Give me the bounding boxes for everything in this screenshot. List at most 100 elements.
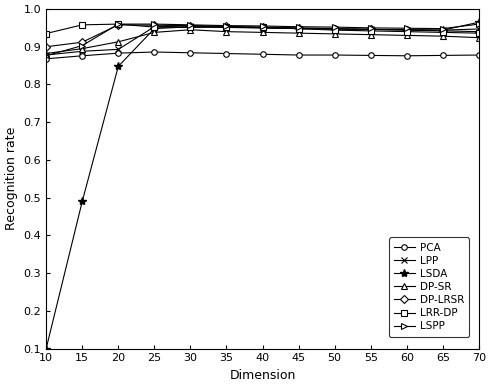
LPP (332, 27, 338, 31)
DP-SR (223, 29, 229, 34)
LSPP (332, 25, 338, 29)
LSDA (151, 26, 157, 31)
DP-SR (332, 32, 338, 36)
LPP (440, 28, 446, 33)
DP-SR (115, 39, 121, 44)
LPP (223, 25, 229, 29)
LPP (79, 49, 85, 53)
DP-LRSR (151, 23, 157, 27)
LSDA (404, 27, 410, 32)
PCA (223, 51, 229, 56)
LRR-DP (368, 29, 374, 33)
PCA (368, 53, 374, 58)
DP-LRSR (260, 25, 266, 29)
LRR-DP (296, 26, 301, 31)
PCA (79, 53, 85, 58)
LRR-DP (440, 30, 446, 35)
LRR-DP (404, 29, 410, 34)
LPP (296, 26, 301, 31)
LRR-DP (476, 31, 482, 36)
DP-SR (476, 35, 482, 40)
LPP (404, 27, 410, 32)
DP-LRSR (115, 22, 121, 27)
X-axis label: Dimension: Dimension (229, 369, 296, 382)
LSPP (79, 43, 85, 48)
PCA (188, 50, 193, 55)
PCA (115, 51, 121, 55)
DP-LRSR (476, 29, 482, 34)
LSPP (440, 26, 446, 31)
Legend: PCA, LPP, LSDA, DP-SR, DP-LRSR, LRR-DP, LSPP: PCA, LPP, LSDA, DP-SR, DP-LRSR, LRR-DP, … (388, 237, 469, 337)
LSPP (476, 22, 482, 26)
LRR-DP (223, 24, 229, 29)
Line: LPP: LPP (43, 23, 482, 58)
DP-SR (368, 33, 374, 37)
PCA (332, 53, 338, 57)
LSDA (260, 26, 266, 30)
Line: LSPP: LSPP (43, 21, 482, 58)
PCA (476, 53, 482, 57)
PCA (296, 53, 301, 57)
PCA (151, 50, 157, 54)
LSPP (368, 26, 374, 30)
LRR-DP (115, 22, 121, 26)
DP-LRSR (188, 23, 193, 28)
LRR-DP (260, 25, 266, 30)
DP-LRSR (79, 40, 85, 45)
DP-SR (151, 30, 157, 35)
LSPP (260, 24, 266, 28)
LRR-DP (188, 25, 193, 30)
LRR-DP (43, 31, 49, 36)
DP-LRSR (43, 45, 49, 49)
DP-SR (440, 34, 446, 38)
DP-LRSR (332, 26, 338, 31)
Line: PCA: PCA (43, 49, 482, 62)
LRR-DP (151, 25, 157, 29)
LSPP (43, 53, 49, 58)
DP-LRSR (296, 26, 301, 30)
LSDA (440, 28, 446, 33)
LPP (115, 47, 121, 52)
LSDA (223, 25, 229, 30)
LSPP (151, 22, 157, 26)
LSDA (43, 346, 49, 351)
LSDA (188, 24, 193, 29)
LPP (476, 27, 482, 31)
PCA (43, 57, 49, 61)
DP-SR (404, 33, 410, 38)
Line: LRR-DP: LRR-DP (43, 21, 482, 36)
LRR-DP (332, 28, 338, 33)
LPP (368, 27, 374, 32)
Line: LSDA: LSDA (42, 18, 483, 353)
DP-LRSR (404, 28, 410, 33)
DP-SR (43, 51, 49, 56)
DP-SR (296, 31, 301, 36)
LSPP (115, 22, 121, 26)
LSDA (476, 20, 482, 24)
DP-SR (260, 30, 266, 35)
LSDA (332, 27, 338, 31)
LSDA (368, 27, 374, 32)
PCA (440, 53, 446, 58)
Y-axis label: Recognition rate: Recognition rate (5, 127, 18, 231)
LSDA (79, 199, 85, 204)
LPP (151, 24, 157, 29)
LSDA (296, 26, 301, 31)
DP-LRSR (223, 24, 229, 29)
LSPP (296, 24, 301, 29)
DP-LRSR (440, 29, 446, 33)
LPP (260, 26, 266, 30)
LSPP (188, 22, 193, 27)
Line: DP-SR: DP-SR (43, 27, 482, 56)
DP-LRSR (368, 27, 374, 32)
LSPP (223, 23, 229, 28)
Line: DP-LRSR: DP-LRSR (43, 22, 482, 50)
DP-SR (188, 27, 193, 32)
LSPP (404, 26, 410, 31)
LSDA (115, 64, 121, 68)
PCA (404, 53, 410, 58)
LPP (188, 24, 193, 28)
PCA (260, 52, 266, 57)
LRR-DP (79, 22, 85, 27)
DP-SR (79, 46, 85, 51)
